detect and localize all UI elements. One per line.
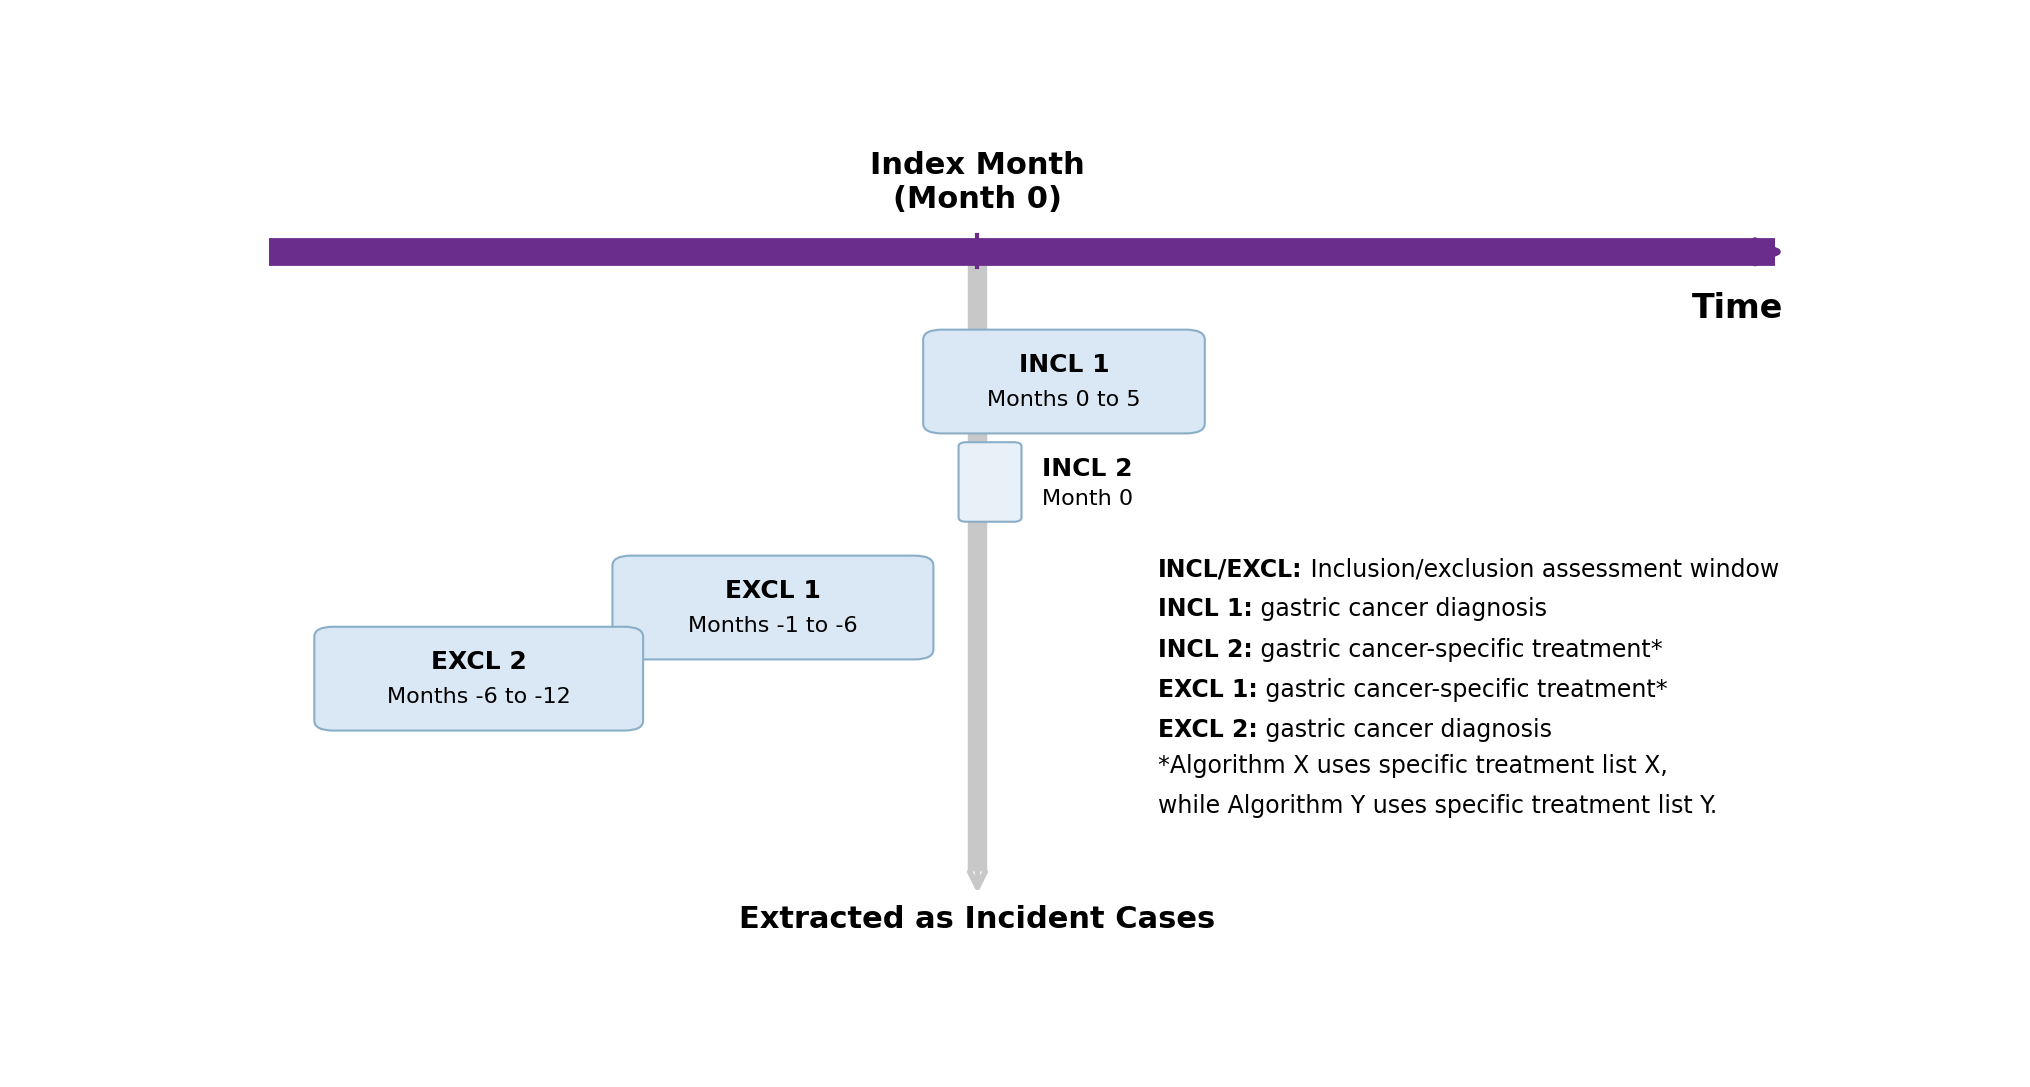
FancyBboxPatch shape (613, 555, 934, 660)
Text: gastric cancer diagnosis: gastric cancer diagnosis (1259, 719, 1553, 742)
Text: INCL 2: INCL 2 (1041, 458, 1133, 482)
Text: Index Month: Index Month (871, 151, 1084, 180)
Text: (Month 0): (Month 0) (893, 185, 1062, 214)
Text: Month 0: Month 0 (1041, 489, 1133, 509)
FancyBboxPatch shape (924, 329, 1204, 434)
Text: Extracted as Incident Cases: Extracted as Incident Cases (739, 905, 1216, 934)
Text: Months -1 to -6: Months -1 to -6 (688, 616, 859, 636)
Text: Months 0 to 5: Months 0 to 5 (987, 390, 1141, 410)
FancyBboxPatch shape (315, 627, 644, 730)
Text: INCL 1:: INCL 1: (1159, 598, 1253, 622)
Text: while Algorithm Y uses specific treatment list Y.: while Algorithm Y uses specific treatmen… (1159, 795, 1717, 819)
Text: EXCL 2:: EXCL 2: (1159, 719, 1259, 742)
Text: Time: Time (1691, 292, 1782, 325)
Text: Inclusion/exclusion assessment window: Inclusion/exclusion assessment window (1303, 558, 1778, 582)
Text: EXCL 2: EXCL 2 (430, 650, 526, 674)
Text: INCL 2:: INCL 2: (1159, 638, 1253, 662)
Text: EXCL 1:: EXCL 1: (1159, 678, 1259, 702)
Text: gastric cancer-specific treatment*: gastric cancer-specific treatment* (1259, 678, 1669, 702)
FancyBboxPatch shape (958, 442, 1021, 522)
Text: INCL 1: INCL 1 (1019, 353, 1108, 377)
Text: INCL/EXCL:: INCL/EXCL: (1159, 558, 1303, 582)
Text: *Algorithm X uses specific treatment list X,: *Algorithm X uses specific treatment lis… (1159, 754, 1669, 778)
Text: gastric cancer diagnosis: gastric cancer diagnosis (1253, 598, 1547, 622)
Text: Months -6 to -12: Months -6 to -12 (388, 687, 570, 707)
Text: EXCL 1: EXCL 1 (725, 578, 820, 603)
Text: gastric cancer-specific treatment*: gastric cancer-specific treatment* (1253, 638, 1663, 662)
